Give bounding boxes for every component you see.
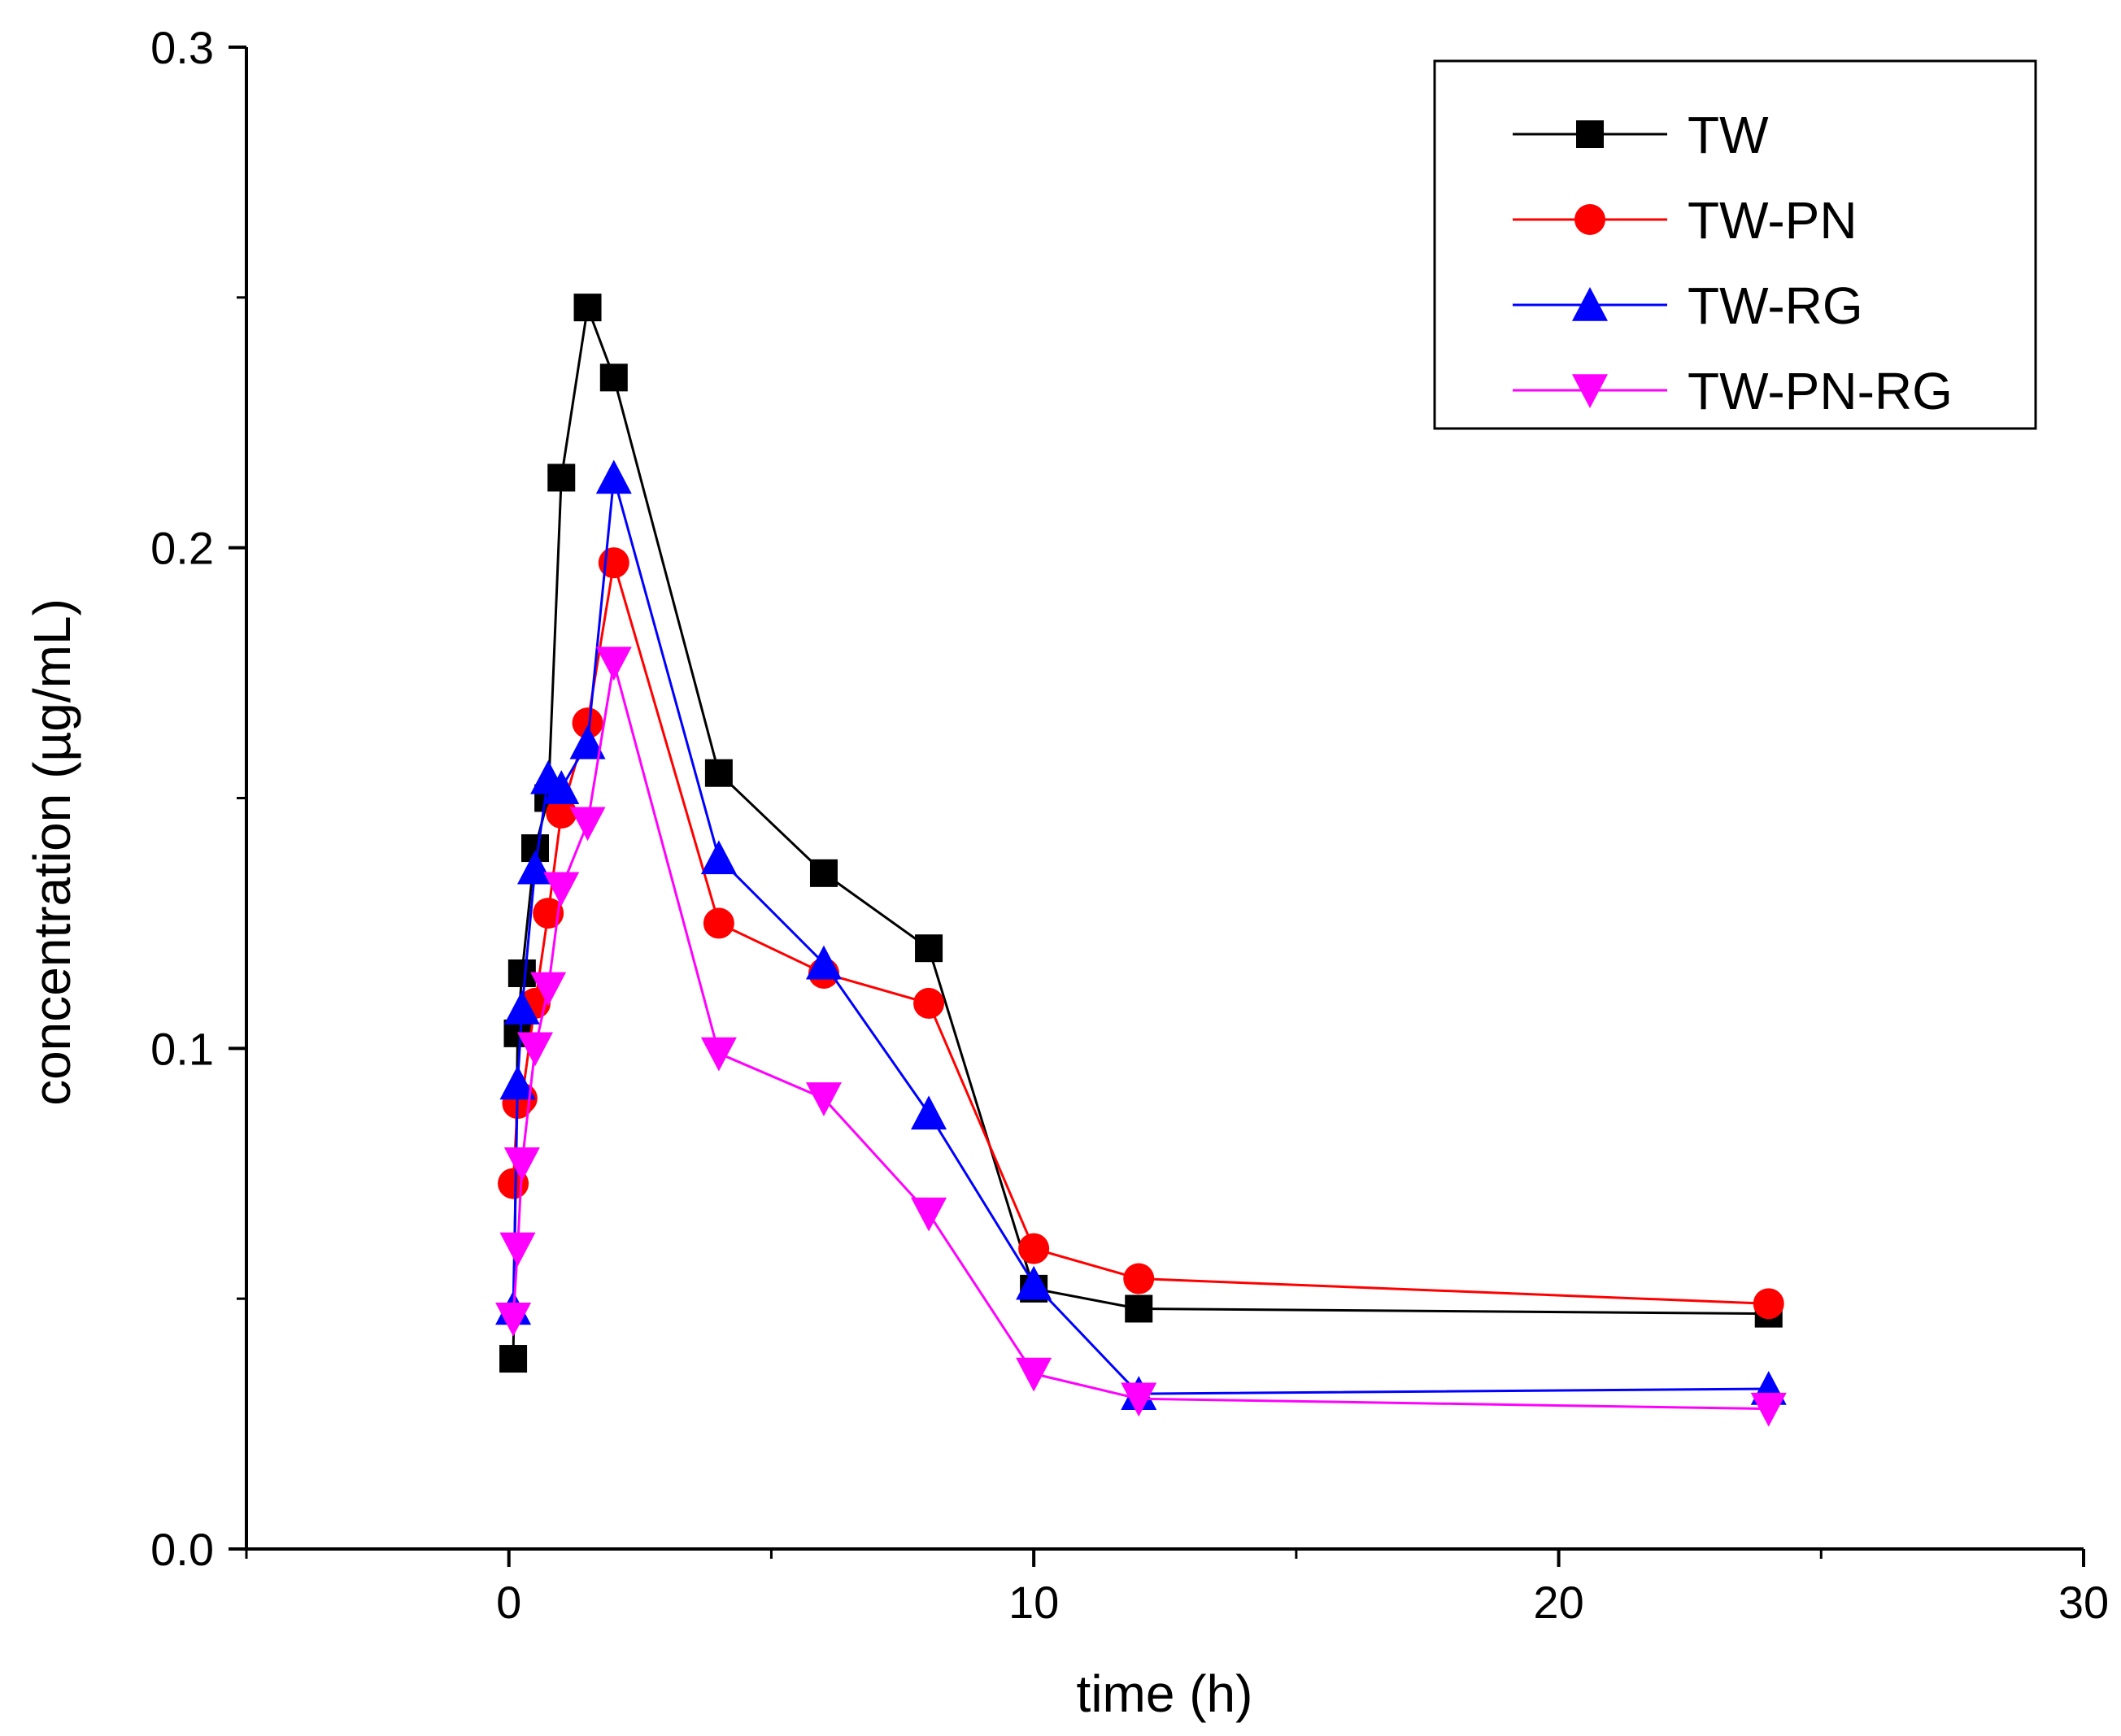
data-point-tw-rg	[516, 850, 553, 885]
legend-entry-tw-pn: TW-PN	[1513, 191, 1858, 250]
data-point-tw-pn	[913, 987, 945, 1019]
x-axis-label: time (h)	[1077, 1664, 1253, 1723]
data-point-tw-rg	[543, 770, 580, 804]
data-point-tw-rg	[1016, 1265, 1052, 1300]
legend-label: TW-PN-RG	[1688, 362, 1953, 420]
legend: TW TW-PN TW-RG TW-PN-RG	[1433, 59, 2037, 430]
data-point-tw-pn	[572, 707, 603, 739]
data-point-tw-pn-rg	[569, 807, 606, 842]
data-point-tw-pn-rg	[503, 1147, 540, 1181]
data-point-tw-pn	[703, 907, 734, 939]
y-axis-label: concentration (µg/mL)	[23, 598, 81, 1106]
data-point-tw-pn-rg	[530, 972, 567, 1007]
data-point-tw-pn-rg	[595, 646, 632, 681]
data-point-tw	[809, 859, 838, 887]
data-point-tw-pn-rg	[1016, 1357, 1052, 1392]
data-point-tw-pn	[1753, 1288, 1784, 1320]
data-point-tw-rg	[499, 1065, 536, 1100]
axis-ticks: 0 10 20 30 0.0 0.1 0.2 0.3	[150, 22, 2109, 1628]
data-point-tw-rg	[595, 459, 632, 494]
x-tick-label: 30	[2058, 1577, 2109, 1628]
data-point-tw-rg	[911, 1095, 947, 1130]
legend-label: TW-PN	[1688, 191, 1858, 250]
data-point-tw	[599, 363, 628, 392]
data-point-tw-pn-rg	[1121, 1382, 1157, 1417]
data-point-tw	[573, 294, 602, 322]
y-tick-label: 0.0	[150, 1524, 214, 1575]
data-point-tw	[915, 934, 943, 963]
series-tw-pn-rg	[495, 646, 1787, 1427]
legend-label: TW-RG	[1688, 276, 1863, 335]
series-group	[495, 294, 1787, 1427]
data-point-tw-rg	[805, 945, 842, 980]
data-point-tw-pn-rg	[543, 872, 580, 907]
data-point-tw-pn-rg	[499, 1232, 536, 1267]
x-tick-label: 0	[496, 1577, 521, 1628]
data-point-tw-pn	[598, 547, 629, 579]
data-point-tw-pn-rg	[1750, 1392, 1787, 1427]
legend-marker	[1576, 120, 1604, 148]
data-point-tw	[704, 759, 733, 787]
data-point-tw	[1125, 1294, 1153, 1323]
legend-entry-tw-rg: TW-RG	[1513, 276, 1863, 335]
series-line-tw-pn	[512, 562, 1769, 1305]
x-tick-label: 10	[1008, 1577, 1059, 1628]
data-point-tw-rg	[503, 990, 540, 1025]
legend-marker	[1572, 374, 1608, 408]
series-line-tw-pn-rg	[512, 662, 1769, 1411]
data-point-tw-rg	[569, 724, 606, 759]
data-point-tw-pn-rg	[911, 1197, 947, 1232]
series-line-tw-rg	[512, 477, 1769, 1395]
y-tick-label: 0.3	[150, 22, 214, 73]
legend-entry-tw-pn-rg: TW-PN-RG	[1513, 362, 1953, 420]
y-tick-label: 0.1	[150, 1023, 214, 1074]
data-point-tw-pn-rg	[700, 1037, 737, 1072]
legend-box	[1433, 59, 2037, 430]
plot-area: 0 10 20 30 0.0 0.1 0.2 0.3	[150, 22, 2109, 1628]
legend-entries: TW TW-PN TW-RG TW-PN-RG	[1513, 106, 1953, 420]
data-point-tw-rg	[700, 840, 737, 875]
y-tick-label: 0.2	[150, 523, 214, 574]
series-line-tw	[512, 302, 1769, 1360]
legend-label: TW	[1688, 106, 1769, 164]
data-point-tw	[499, 1345, 528, 1373]
x-tick-label: 20	[1533, 1577, 1583, 1628]
legend-marker	[1574, 204, 1605, 235]
data-point-tw-pn	[1018, 1233, 1050, 1264]
legend-entry-tw: TW	[1513, 106, 1769, 164]
data-point-tw-pn-rg	[805, 1082, 842, 1116]
data-point-tw-pn-rg	[516, 1032, 553, 1067]
data-point-tw-pn-rg	[495, 1302, 532, 1337]
data-point-tw-pn	[546, 797, 577, 829]
data-point-tw	[547, 463, 576, 492]
data-point-tw-pn	[1123, 1263, 1155, 1294]
legend-marker	[1572, 287, 1608, 321]
